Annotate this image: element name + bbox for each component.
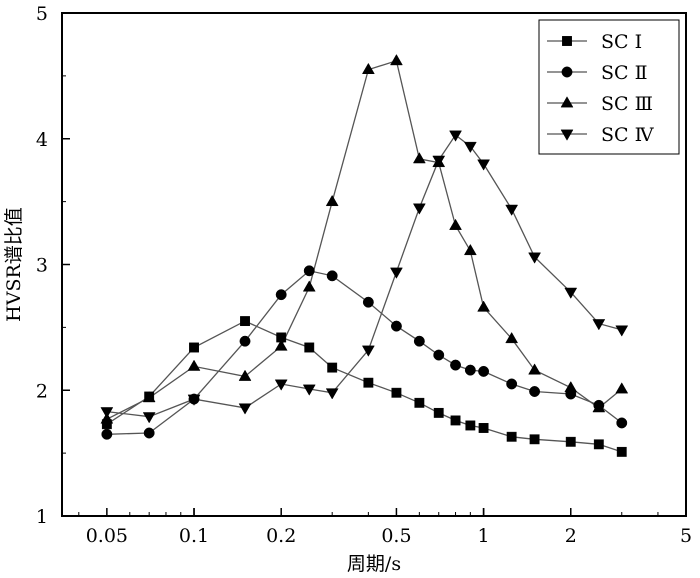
- data-point-series-3: [477, 300, 491, 312]
- data-point-series-3: [187, 359, 201, 371]
- series-line-2: [106, 270, 623, 435]
- data-point-series-3: [238, 369, 252, 381]
- x-tick-label: 0.05: [86, 525, 128, 547]
- data-point-series-2: [506, 378, 518, 390]
- data-point-series-4: [238, 403, 252, 415]
- y-tick-label: 5: [36, 3, 48, 25]
- data-point-series-4: [615, 325, 629, 337]
- data-point-series-4: [477, 159, 491, 171]
- x-tick-label: 5: [680, 525, 692, 547]
- legend-marker: [560, 96, 574, 108]
- legend-label: SC Ⅱ: [601, 62, 648, 84]
- data-point-series-2: [362, 296, 374, 308]
- data-point-series-2: [464, 364, 476, 376]
- data-point-series-4: [274, 379, 288, 391]
- data-point-series-4: [302, 384, 316, 396]
- data-point-series-2: [529, 386, 541, 397]
- data-point-series-3: [528, 363, 542, 375]
- data-point-series-3: [615, 382, 629, 394]
- data-point-series-2: [303, 265, 315, 277]
- x-tick-label: 0.2: [266, 525, 296, 547]
- data-point-series-1: [414, 397, 425, 408]
- data-point-series-3: [592, 401, 606, 413]
- y-tick-label: 3: [36, 255, 48, 277]
- series-markers: [100, 54, 629, 457]
- axis-labels: 周期/s HVSR谱比值: [3, 207, 401, 575]
- data-point-series-1: [433, 407, 444, 418]
- x-axis-title: 周期/s: [347, 553, 401, 575]
- y-axis-title: HVSR谱比值: [3, 207, 25, 322]
- data-point-series-3: [564, 380, 578, 393]
- data-point-series-4: [390, 267, 403, 279]
- data-point-series-1: [565, 436, 576, 447]
- data-point-series-1: [616, 446, 627, 457]
- data-point-series-4: [361, 345, 375, 357]
- data-point-series-1: [363, 377, 374, 388]
- data-point-series-2: [326, 270, 338, 282]
- legend-label: SC Ⅳ: [601, 124, 655, 146]
- data-point-series-3: [505, 331, 519, 344]
- x-tick-label: 0.1: [179, 525, 209, 547]
- data-point-series-4: [463, 141, 477, 154]
- axis-ticks: 0.05 0.1 0.2 0.5 1 2 5 1 2 3 4 5: [36, 3, 692, 547]
- data-point-series-4: [564, 287, 578, 299]
- legend-marker: [562, 36, 572, 46]
- data-point-series-1: [529, 434, 540, 445]
- legend-marker: [560, 129, 574, 141]
- data-point-series-2: [390, 320, 402, 332]
- y-tick-label: 4: [36, 129, 48, 151]
- data-point-series-1: [240, 316, 250, 327]
- data-point-series-2: [143, 427, 155, 439]
- data-point-series-3: [142, 391, 156, 403]
- data-point-series-1: [391, 387, 402, 398]
- data-point-series-4: [449, 130, 462, 142]
- y-tick-label: 2: [36, 380, 48, 402]
- data-point-series-4: [528, 252, 542, 264]
- data-point-series-4: [592, 319, 606, 331]
- data-point-series-1: [478, 423, 489, 433]
- data-point-series-4: [432, 155, 446, 167]
- data-point-series-1: [304, 342, 315, 353]
- data-point-series-1: [189, 342, 199, 353]
- data-point-series-1: [450, 415, 461, 426]
- data-point-series-2: [413, 335, 425, 347]
- data-point-series-3: [361, 62, 375, 74]
- data-point-series-4: [142, 412, 156, 424]
- data-point-series-4: [187, 394, 201, 406]
- data-point-series-2: [450, 359, 461, 371]
- x-tick-label: 1: [478, 525, 490, 547]
- data-point-series-4: [505, 204, 519, 216]
- data-point-series-1: [327, 362, 338, 373]
- y-tick-label: 1: [36, 506, 48, 528]
- data-point-series-4: [412, 203, 426, 215]
- data-point-series-2: [616, 417, 628, 429]
- legend-label: SC Ⅲ: [601, 93, 653, 115]
- data-point-series-1: [506, 431, 517, 442]
- data-point-series-3: [325, 194, 339, 207]
- x-tick-label: 0.5: [381, 525, 411, 547]
- data-point-series-1: [465, 420, 476, 431]
- data-point-series-2: [239, 335, 251, 347]
- data-point-series-3: [302, 280, 316, 292]
- x-tick-label: 2: [565, 525, 577, 547]
- data-point-series-2: [101, 428, 113, 440]
- data-point-series-3: [449, 218, 462, 230]
- data-point-series-4: [325, 388, 339, 400]
- data-point-series-4: [100, 407, 114, 419]
- legend-label: SC Ⅰ: [601, 31, 642, 53]
- data-point-series-2: [478, 365, 490, 377]
- data-point-series-3: [274, 339, 288, 351]
- data-point-series-3: [463, 243, 477, 256]
- legend-marker: [561, 66, 573, 78]
- data-point-series-3: [412, 152, 426, 164]
- data-point-series-2: [433, 349, 445, 361]
- data-point-series-2: [275, 289, 287, 301]
- data-point-series-1: [593, 439, 604, 450]
- legend: SC Ⅰ SC Ⅱ SC Ⅲ SC Ⅳ: [538, 19, 680, 155]
- data-point-series-3: [390, 54, 403, 66]
